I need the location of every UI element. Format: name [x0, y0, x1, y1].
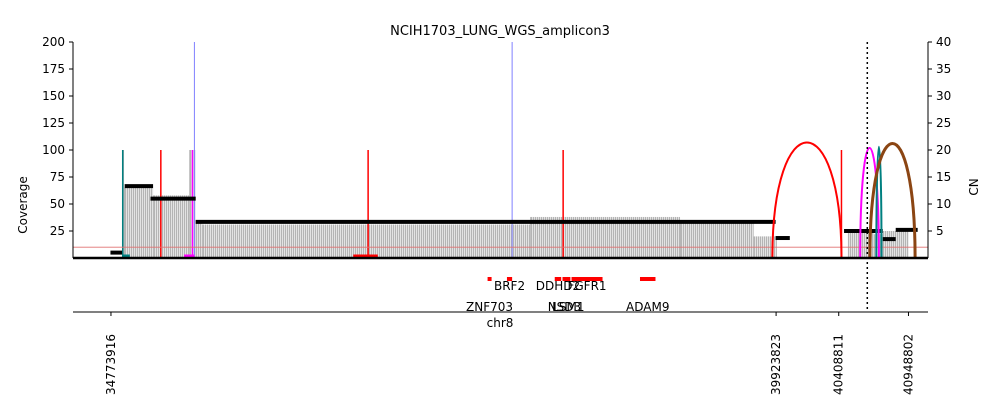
gene-label: ZNF703 [466, 300, 513, 314]
y-right-tick-label: 10 [936, 197, 951, 211]
gene-bar [571, 277, 603, 281]
sv-arc [875, 145, 883, 259]
sv-arc [868, 142, 917, 259]
x-tick-label: 40408811 [832, 334, 846, 395]
gene-label: DDHD2 [536, 279, 580, 293]
y-right-tick-label: 20 [936, 143, 951, 157]
gene-bar [562, 277, 567, 281]
segment-ticks: 34773916 39923823 40408811 40948802 [104, 312, 915, 395]
x-tick-label: 40948802 [901, 334, 915, 395]
gene-label: BRF2 [494, 279, 525, 293]
y-right-tick-label: 40 [936, 35, 951, 49]
y-axis-label-coverage: Coverage [16, 176, 30, 234]
gene-label: FGFR1 [567, 279, 606, 293]
coverage-bar [195, 220, 203, 258]
gene-track: BRF2 ZNF703 DDHD2 LSM1 FGFR1 NSD3 ADAM9 [73, 277, 928, 314]
x-tick-label: 39923823 [769, 334, 783, 395]
y-tick-label: 125 [42, 116, 65, 130]
y-tick-label: 100 [42, 143, 65, 157]
structural-variant-arcs [771, 141, 917, 259]
y-right-tick-label: 15 [936, 170, 951, 184]
chart-title: NCIH1703_LUNG_WGS_amplicon3 [390, 24, 610, 39]
y-right-tick-label: 5 [936, 224, 944, 238]
y-tick-label: 200 [42, 35, 65, 49]
gene-bar [554, 277, 562, 281]
coverage-bars [122, 149, 909, 258]
y-right-tick-label: 25 [936, 116, 951, 130]
gene-bar [506, 277, 513, 281]
axes: 25 50 75 100 125 150 175 200 5 10 15 20 25 30 35 40 [42, 35, 951, 312]
gene-bar [639, 277, 656, 281]
sv-arc [771, 141, 843, 259]
y-tick-label: 175 [42, 62, 65, 76]
gene-label: LSM1 [552, 300, 584, 314]
y-tick-label: 150 [42, 89, 65, 103]
y-right-tick-label: 35 [936, 62, 951, 76]
x-tick-label: 34773916 [104, 334, 118, 395]
y-right-tick-label: 30 [936, 89, 951, 103]
gene-bar [487, 277, 492, 281]
copy-number-segments [110, 184, 918, 255]
gene-label: ADAM9 [626, 300, 669, 314]
y-tick-label: 50 [50, 197, 65, 211]
y-axis-label-cn: CN [967, 178, 981, 195]
y-tick-label: 25 [50, 224, 65, 238]
x-axis-label-chrom: chr8 [487, 316, 514, 330]
gene-bar [566, 277, 571, 281]
gene-label: NSD3 [548, 300, 581, 314]
y-tick-label: 75 [50, 170, 65, 184]
sv-arc [859, 146, 880, 259]
